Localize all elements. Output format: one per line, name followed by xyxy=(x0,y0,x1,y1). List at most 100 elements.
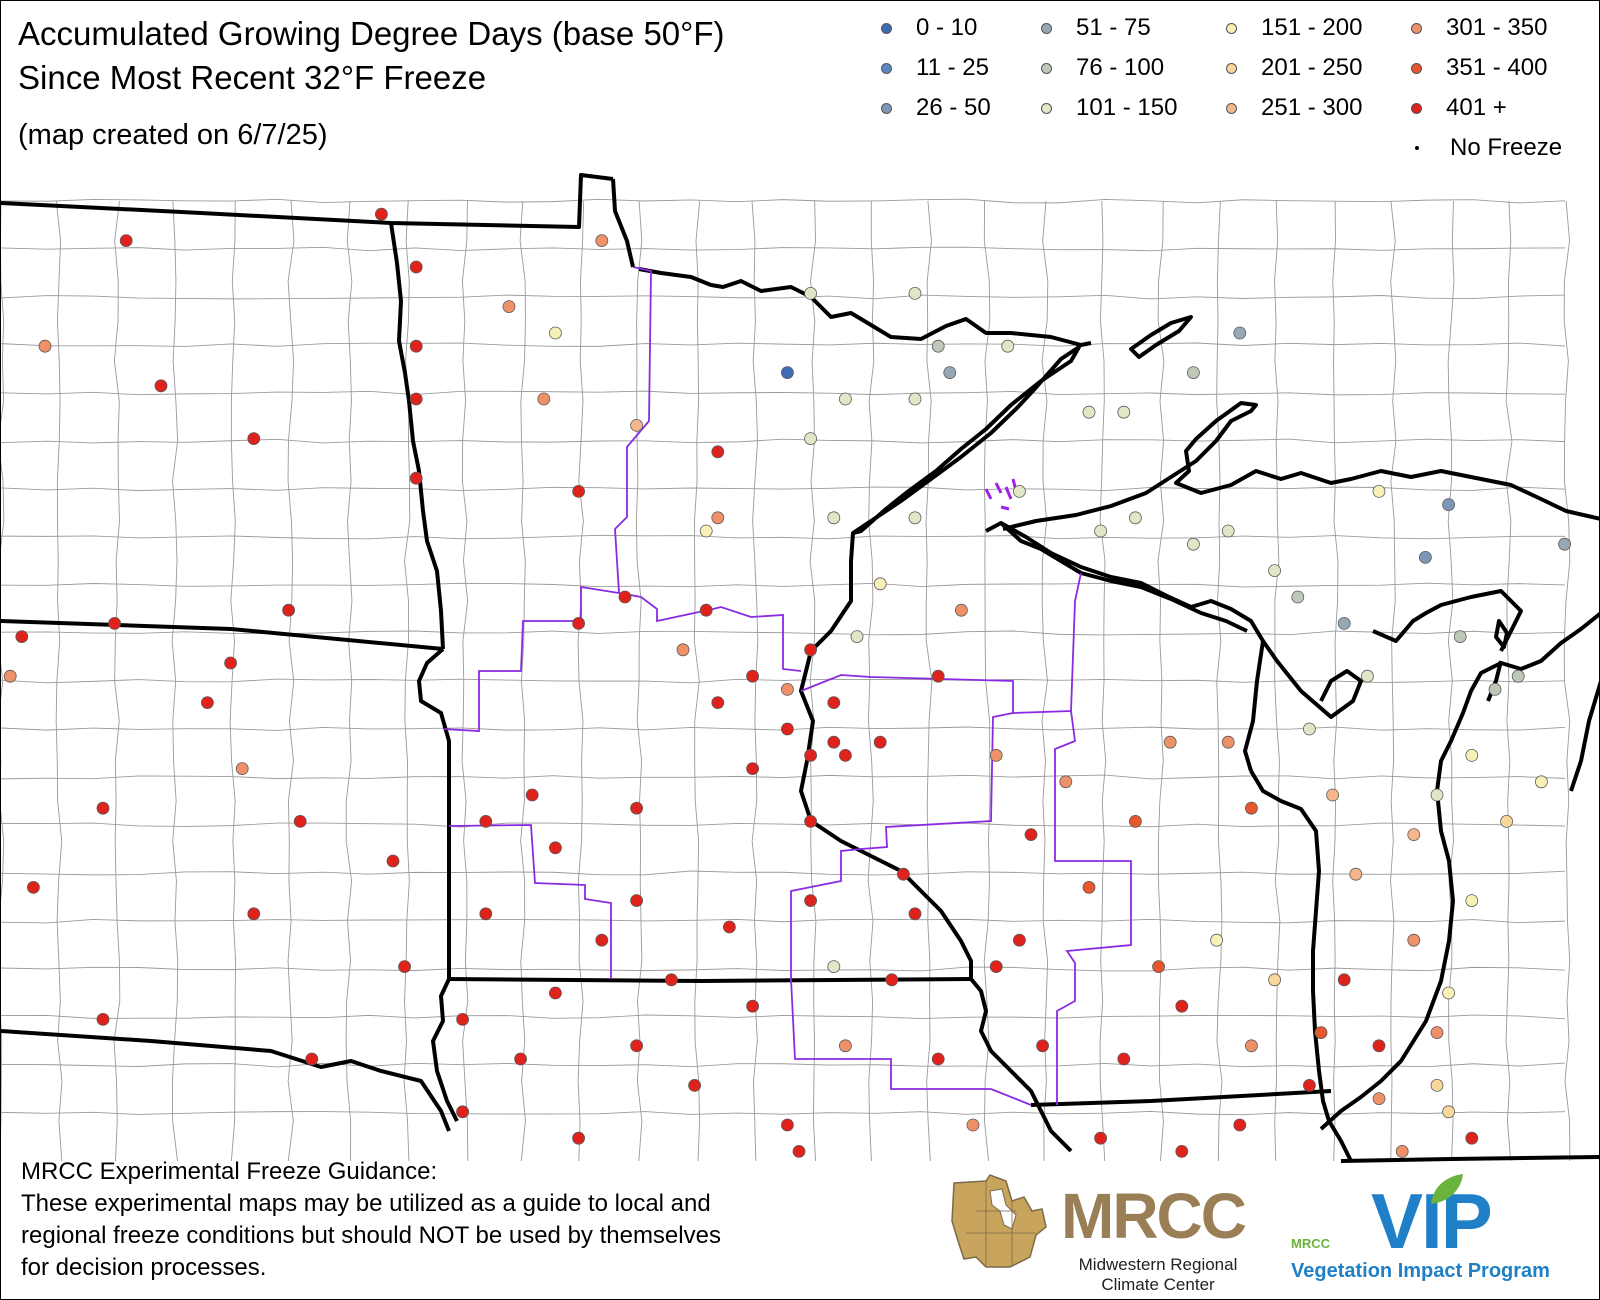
legend-swatch xyxy=(1226,22,1237,34)
legend-item: 201 - 250 xyxy=(1226,54,1362,82)
mrcc-logo: MRCC Midwestern Regional Climate Center xyxy=(946,1171,1276,1294)
station-marker xyxy=(908,511,922,525)
station-marker xyxy=(1303,722,1316,736)
legend-swatch xyxy=(1041,62,1052,74)
beaver-island xyxy=(1494,619,1509,649)
station-marker xyxy=(502,300,516,314)
station-marker xyxy=(1082,881,1096,894)
station-marker xyxy=(119,234,133,248)
station-marker xyxy=(1094,524,1107,538)
legend-swatch xyxy=(1041,22,1052,34)
station-marker xyxy=(1488,683,1502,696)
station-marker xyxy=(247,907,261,921)
legend-item: 301 - 350 xyxy=(1411,14,1547,42)
station-marker xyxy=(839,1039,852,1053)
legend-item: 26 - 50 xyxy=(881,94,991,122)
county-line xyxy=(1563,200,1571,1162)
station-marker xyxy=(630,894,643,907)
county-line xyxy=(1,246,1566,252)
county-line xyxy=(345,200,353,1162)
station-marker xyxy=(572,1131,585,1145)
station-marker xyxy=(989,749,1003,762)
county-line xyxy=(171,200,179,1162)
lake-michigan-east-shore xyxy=(1319,612,1599,1131)
legend-item: 401 + xyxy=(1411,94,1507,122)
county-line xyxy=(1,1014,1566,1020)
station-marker xyxy=(781,366,794,380)
county-line xyxy=(1,870,1566,876)
station-marker xyxy=(723,920,736,934)
station-marker xyxy=(827,511,841,525)
county-line xyxy=(1,1110,1566,1116)
legend-swatch xyxy=(881,62,892,74)
station-marker xyxy=(1430,1026,1444,1039)
grand-traverse-bay xyxy=(1486,660,1503,702)
county-line xyxy=(809,200,817,1162)
station-marker xyxy=(96,1013,110,1026)
green-bay-door-peninsula xyxy=(1261,639,1363,719)
disclaimer-note: MRCC Experimental Freeze Guidance: These… xyxy=(21,1156,721,1284)
station-marker xyxy=(688,1079,701,1092)
station-marker xyxy=(1337,973,1351,987)
mn-canada-boundary xyxy=(611,178,635,268)
station-marker xyxy=(989,960,1003,973)
station-marker xyxy=(386,854,400,868)
station-marker xyxy=(595,234,609,248)
ia-northeast-division xyxy=(790,978,1032,1106)
station-marker xyxy=(1117,405,1131,419)
mn-ia-boundary xyxy=(448,977,972,983)
station-marker xyxy=(1210,933,1223,947)
map-subtitle: (map created on 6/7/25) xyxy=(18,119,328,151)
disclaimer-heading: MRCC Experimental Freeze Guidance: xyxy=(21,1158,438,1185)
nd-sd-boundary xyxy=(1,619,444,651)
station-marker xyxy=(897,867,910,881)
station-marker xyxy=(966,1118,980,1132)
station-marker xyxy=(699,524,713,538)
station-marker xyxy=(1175,1145,1189,1158)
mn-west-central-division xyxy=(442,585,620,732)
station-markers xyxy=(3,207,1571,1158)
station-marker xyxy=(374,207,388,221)
station-marker xyxy=(537,392,551,406)
legend-item: 51 - 75 xyxy=(1041,14,1151,42)
legend-item: 76 - 100 xyxy=(1041,54,1164,82)
station-marker xyxy=(1442,986,1455,1000)
legend-item: No Freeze xyxy=(1411,134,1562,162)
station-marker xyxy=(409,339,423,353)
station-marker xyxy=(746,669,759,683)
station-marker xyxy=(1372,1039,1386,1053)
climate-division-boundaries xyxy=(442,266,1132,1106)
station-marker xyxy=(908,907,922,921)
station-marker xyxy=(456,1013,470,1026)
lake-michigan-west-shore xyxy=(1249,769,1353,1162)
station-marker xyxy=(1465,894,1479,907)
legend-label: 0 - 10 xyxy=(916,14,978,41)
isle-royale xyxy=(1129,315,1193,359)
station-marker xyxy=(1419,551,1432,564)
station-marker xyxy=(1175,999,1189,1013)
mrcc-subtitle-1: Midwestern Regional xyxy=(1078,1255,1238,1274)
station-marker xyxy=(1268,564,1281,577)
legend-item: 101 - 150 xyxy=(1041,94,1177,122)
county-line xyxy=(1216,200,1223,1162)
legend-swatch xyxy=(881,102,892,114)
sd-ia-boundary xyxy=(431,978,459,1122)
county-line xyxy=(1,294,1566,300)
station-marker xyxy=(305,1052,319,1066)
county-line xyxy=(1157,200,1165,1162)
county-line xyxy=(1,822,1566,828)
station-marker xyxy=(1221,735,1235,749)
station-marker xyxy=(746,762,759,775)
legend-item: 251 - 300 xyxy=(1226,94,1362,122)
legend-label: 351 - 400 xyxy=(1446,54,1548,81)
legend-label: 51 - 75 xyxy=(1076,14,1151,41)
station-marker xyxy=(1430,788,1444,802)
county-line xyxy=(403,200,411,1162)
county-line xyxy=(1,198,1566,204)
station-marker xyxy=(850,630,864,643)
legend-label: 301 - 350 xyxy=(1446,14,1548,41)
legend-label: No Freeze xyxy=(1450,134,1563,161)
station-marker xyxy=(1303,1079,1316,1092)
wi-central-division xyxy=(1054,710,1132,1105)
